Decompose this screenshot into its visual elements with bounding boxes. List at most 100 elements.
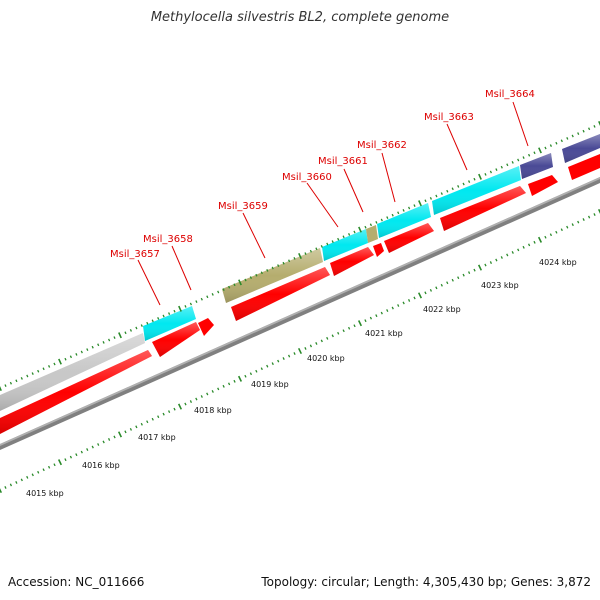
minor-tick	[53, 362, 56, 366]
minor-tick	[571, 134, 574, 138]
minor-tick	[26, 475, 29, 479]
minor-tick	[271, 362, 274, 366]
major-tick	[418, 200, 422, 207]
minor-tick	[309, 344, 312, 348]
minor-tick	[31, 372, 34, 375]
gene-feature-cyan	[322, 229, 368, 261]
minor-tick	[462, 182, 465, 186]
minor-tick	[435, 286, 438, 290]
minor-tick	[184, 402, 187, 406]
major-tick	[118, 332, 122, 339]
minor-tick	[9, 381, 12, 385]
gene-feature-olive	[222, 248, 323, 303]
minor-tick	[135, 326, 138, 330]
minor-tick	[249, 276, 252, 279]
minor-tick	[331, 240, 334, 243]
minor-tick	[593, 125, 596, 128]
minor-tick	[435, 194, 438, 198]
minor-tick	[364, 225, 367, 229]
major-tick	[117, 431, 123, 438]
major-tick	[478, 173, 482, 180]
scale-label: 4021 kbp	[365, 329, 403, 338]
minor-tick	[277, 264, 280, 267]
minor-tick	[124, 331, 127, 335]
minor-tick	[320, 339, 323, 343]
minor-tick	[588, 127, 591, 131]
scale-label: 4016 kbp	[82, 461, 120, 470]
minor-tick	[424, 291, 427, 295]
map-title: Methylocella silvestris BL2, complete ge…	[150, 10, 450, 25]
minor-tick	[511, 251, 514, 254]
minor-tick	[315, 342, 318, 345]
minor-tick	[157, 317, 160, 320]
minor-tick	[549, 144, 552, 147]
minor-tick	[369, 223, 372, 227]
minor-tick	[195, 300, 198, 303]
minor-tick	[560, 228, 563, 232]
minor-tick	[124, 430, 127, 434]
minor-tick	[69, 355, 72, 359]
leader-line	[242, 212, 266, 259]
minor-tick	[353, 324, 356, 328]
minor-tick	[222, 384, 225, 388]
minor-tick	[500, 165, 503, 169]
minor-tick	[342, 329, 345, 333]
minor-tick	[413, 296, 416, 300]
minor-tick	[108, 338, 111, 342]
minor-tick	[189, 400, 192, 403]
cds-track	[0, 154, 600, 434]
minor-tick	[129, 427, 132, 431]
minor-tick	[80, 350, 83, 354]
minor-tick	[337, 237, 340, 241]
minor-tick	[555, 141, 558, 145]
minor-tick	[331, 334, 334, 338]
minor-tick	[555, 230, 558, 234]
minor-tick	[108, 438, 111, 441]
minor-tick	[402, 209, 405, 212]
minor-tick	[260, 271, 263, 275]
leader-line	[171, 245, 192, 291]
minor-tick	[489, 261, 492, 264]
minor-tick	[200, 395, 203, 398]
minor-tick	[566, 137, 569, 140]
minor-tick	[506, 253, 509, 257]
minor-tick	[271, 266, 274, 270]
minor-tick	[260, 367, 263, 371]
minor-tick	[429, 288, 432, 292]
minor-tick	[397, 211, 400, 215]
scale-labels: 4015 kbp 4016 kbp 4017 kbp 4018 kbp 4019…	[26, 258, 577, 498]
minor-tick	[15, 481, 18, 484]
minor-tick	[424, 199, 427, 203]
minor-tick	[304, 347, 307, 350]
minor-tick	[348, 233, 351, 236]
minor-tick	[162, 412, 165, 416]
minor-tick	[211, 293, 214, 296]
minor-tick	[140, 422, 143, 426]
minor-tick	[249, 372, 252, 376]
leader-line	[137, 259, 161, 306]
minor-tick	[64, 357, 67, 361]
cds-feature	[152, 322, 200, 357]
minor-tick	[15, 379, 18, 383]
minor-tick	[544, 235, 547, 239]
major-tick	[0, 488, 3, 494]
major-tick	[598, 120, 600, 126]
scale-ring	[0, 208, 600, 494]
minor-tick	[506, 163, 509, 167]
minor-tick	[408, 299, 411, 302]
scale-label: 4020 kbp	[307, 354, 345, 363]
cds-feature	[0, 350, 152, 434]
minor-tick	[97, 443, 100, 446]
minor-tick	[451, 187, 454, 191]
minor-tick	[184, 305, 187, 308]
minor-tick	[48, 465, 51, 469]
minor-tick	[255, 369, 258, 373]
gene-feature-cyan	[143, 306, 196, 341]
minor-tick	[42, 367, 45, 371]
minor-tick	[4, 384, 7, 387]
minor-tick	[277, 359, 280, 363]
minor-tick	[282, 261, 285, 265]
minor-tick	[517, 248, 520, 252]
minor-tick	[408, 206, 411, 210]
major-tick	[298, 252, 302, 260]
